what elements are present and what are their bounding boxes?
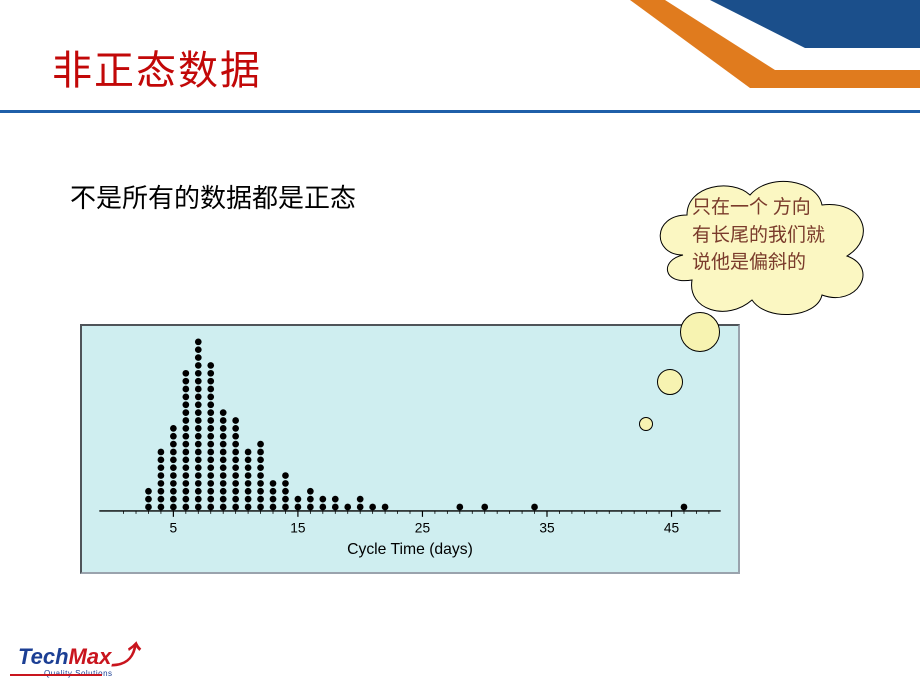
title-underline [0, 104, 920, 118]
dotplot-chart: 5 15 25 35 45 Cycle Time (days) [80, 324, 740, 574]
svg-text:5: 5 [170, 521, 178, 536]
slide-corner-ornament [600, 0, 920, 140]
footer-logo: TechMax⤴ Quality Solutions [18, 635, 137, 678]
slide-title: 非正态数据 [52, 38, 262, 96]
callout-text: 只在一个 方向 有长尾的我们就 说他是偏斜的 [692, 194, 860, 277]
svg-text:Cycle Time (days): Cycle Time (days) [347, 541, 473, 558]
callout-line-2: 有长尾的我们就 [692, 225, 825, 246]
logo-text-right: Max [69, 644, 112, 669]
svg-text:35: 35 [539, 521, 555, 536]
logo-swoosh-icon: ⤴ [111, 640, 137, 670]
logo-text-left: Tech [18, 644, 69, 669]
callout-cloud: 只在一个 方向 有长尾的我们就 说他是偏斜的 [632, 160, 892, 350]
cloud-tail-bubble [639, 417, 653, 431]
cloud-tail-bubble [680, 312, 720, 352]
callout-line-3: 说他是偏斜的 [692, 252, 806, 273]
logo-underline [10, 674, 102, 676]
svg-text:25: 25 [415, 521, 431, 536]
callout-line-1: 只在一个 方向 [692, 197, 811, 218]
svg-text:45: 45 [664, 521, 680, 536]
slide-subtitle: 不是所有的数据都是正态 [70, 178, 356, 215]
cloud-tail-bubble [657, 369, 683, 395]
svg-text:15: 15 [290, 521, 306, 536]
